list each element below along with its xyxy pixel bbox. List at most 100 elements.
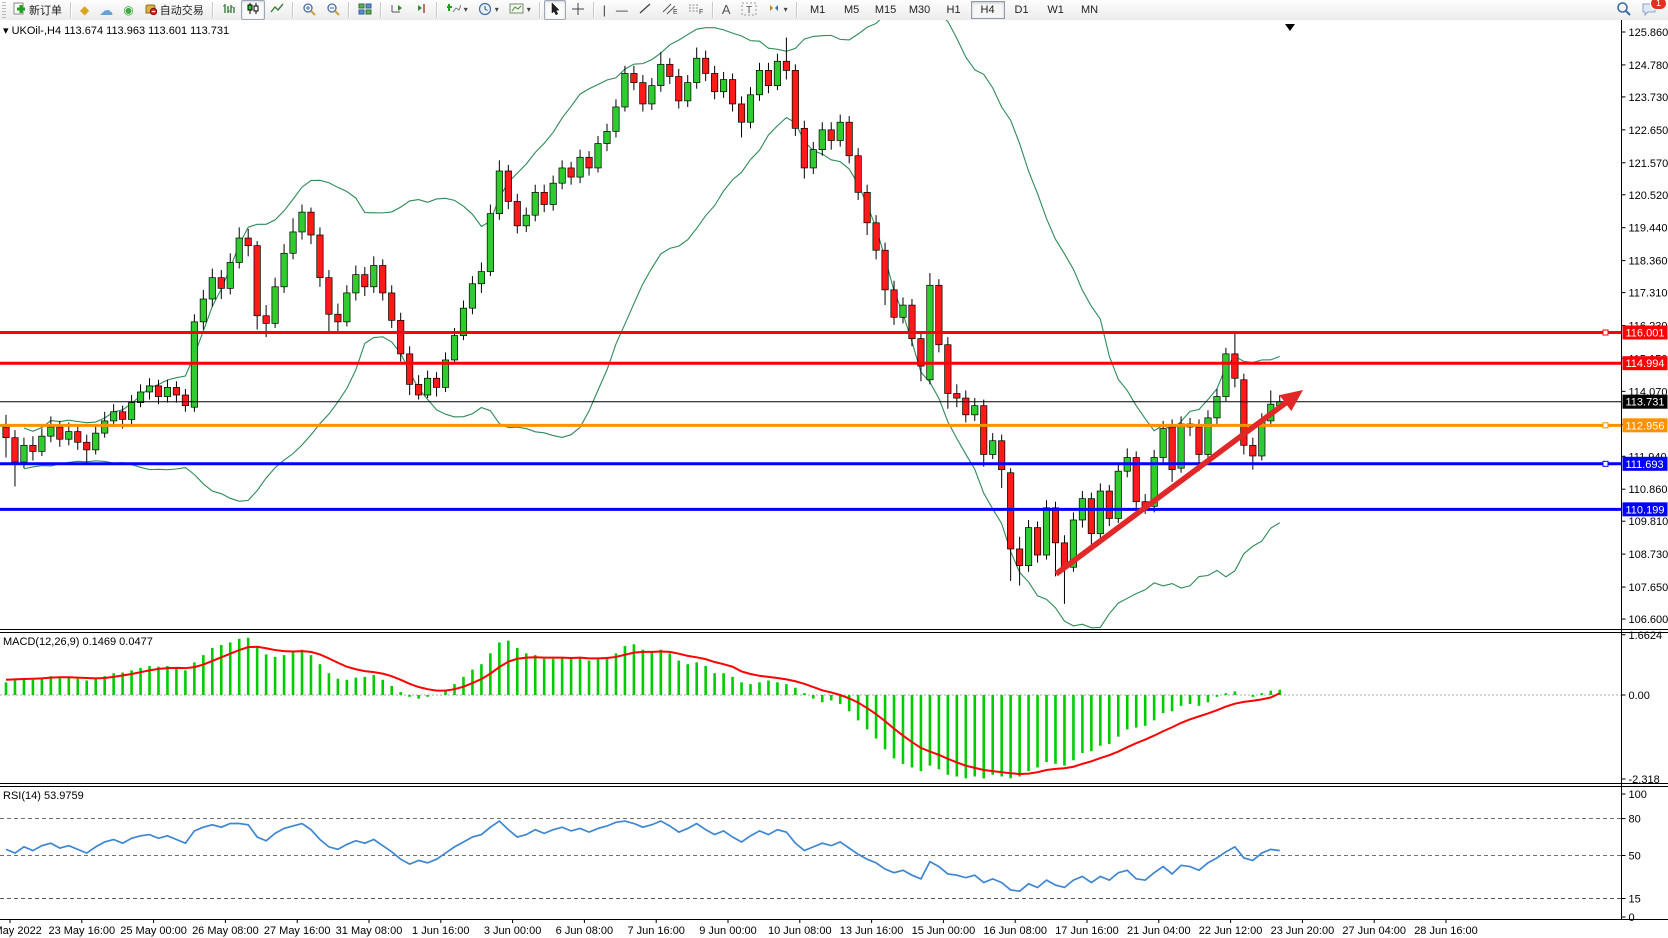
horizontal-line-button[interactable]: — bbox=[611, 0, 633, 20]
bear-candle bbox=[2, 426, 10, 439]
bull-candle bbox=[1042, 507, 1051, 556]
timeframe-button-h4[interactable]: H4 bbox=[970, 1, 1005, 19]
bear-candle bbox=[737, 103, 746, 123]
autotrading-label: 自动交易 bbox=[159, 5, 204, 17]
price-badge-bg bbox=[1622, 356, 1668, 371]
timeframe-button-d1[interactable]: D1 bbox=[1014, 4, 1029, 16]
zoom-out-button[interactable] bbox=[321, 0, 345, 20]
bull-candle bbox=[746, 94, 755, 123]
text-label-button[interactable]: T bbox=[736, 0, 762, 20]
price-badge-label: 112.956 bbox=[1626, 420, 1665, 432]
arrows-icon bbox=[767, 2, 781, 18]
price-badge-bg bbox=[1622, 456, 1668, 471]
timeframe-button-h1[interactable]: H1 bbox=[946, 4, 961, 16]
bear-candle bbox=[666, 63, 674, 77]
bear-candle bbox=[962, 397, 970, 416]
bull-candle bbox=[441, 359, 450, 388]
fibonacci-button[interactable]: F bbox=[683, 0, 709, 20]
bear-candle bbox=[630, 73, 638, 83]
zoom-in-icon bbox=[302, 2, 316, 19]
time-axis[interactable]: 20 May 2022 23 May 16:00 25 May 00:00 26 Ma… bbox=[0, 919, 1478, 937]
price-badge: 110.199 bbox=[1622, 502, 1668, 517]
candlestick-chart-button[interactable] bbox=[240, 0, 265, 20]
signals-button[interactable]: ◉ bbox=[118, 0, 138, 20]
bear-candle bbox=[854, 155, 862, 193]
autotrading-button[interactable]: 自动交易 bbox=[139, 0, 209, 20]
horizontal-line-icon: — bbox=[615, 3, 628, 17]
timeframe-button-m5[interactable]: M5 bbox=[843, 4, 860, 16]
equidistant-channel-button[interactable]: E bbox=[657, 0, 683, 20]
line-handle[interactable] bbox=[1602, 329, 1609, 336]
price-badge-label: 116.001 bbox=[1626, 328, 1665, 340]
chart-shift-button[interactable] bbox=[409, 0, 433, 20]
chart-area[interactable]: ▾ UKOil-,H4 113.674 113.963 113.601 113.… bbox=[0, 20, 1668, 938]
bar-chart-button[interactable] bbox=[217, 0, 241, 20]
price-badge: 113.731 bbox=[1622, 394, 1668, 409]
bull-candle bbox=[128, 402, 136, 420]
bear-candle bbox=[29, 444, 37, 452]
price-tick-label: 124.780 bbox=[1629, 60, 1668, 72]
vertical-line-button[interactable]: | bbox=[598, 0, 611, 20]
timeframe-button-m1[interactable]: M1 bbox=[809, 4, 826, 16]
bollinger-upper-band bbox=[23, 20, 1280, 432]
line-handle[interactable] bbox=[1602, 422, 1609, 429]
zoom-in-button[interactable] bbox=[297, 0, 321, 20]
bull-candle bbox=[20, 444, 28, 463]
separator bbox=[538, 2, 541, 18]
crosshair-button[interactable] bbox=[566, 0, 590, 20]
indicators-button[interactable]: ▾ bbox=[441, 0, 473, 20]
bull-candle bbox=[971, 405, 979, 416]
bull-candle bbox=[773, 60, 781, 86]
rsi-axis-label: 80 bbox=[1629, 814, 1641, 826]
bear-candle bbox=[782, 60, 790, 71]
vertical-line-icon: | bbox=[602, 3, 606, 17]
separator bbox=[70, 2, 72, 18]
text-button[interactable]: A bbox=[717, 0, 736, 20]
bull-candle bbox=[486, 213, 494, 272]
chart-shift-icon bbox=[414, 2, 428, 18]
bear-candle bbox=[845, 121, 853, 157]
bear-candle bbox=[702, 57, 710, 74]
arrows-button[interactable]: ▾ bbox=[762, 0, 793, 20]
price-badge: 114.994 bbox=[1622, 356, 1668, 371]
timeframe-button-m30[interactable]: M30 bbox=[908, 4, 931, 16]
bear-candle bbox=[827, 129, 835, 141]
price-badge: 116.001 bbox=[1622, 325, 1668, 340]
bull-candle bbox=[271, 286, 279, 324]
line-chart-button[interactable] bbox=[265, 0, 289, 20]
equidistant-channel-icon: E bbox=[662, 2, 678, 18]
line-handle[interactable] bbox=[1602, 460, 1609, 467]
price-badge-label: 114.994 bbox=[1626, 358, 1665, 370]
tile-windows-button[interactable] bbox=[353, 0, 377, 20]
timeframe-button-m15[interactable]: M15 bbox=[874, 4, 897, 16]
timeframe-button-mn[interactable]: MN bbox=[1081, 4, 1099, 16]
bear-candle bbox=[379, 265, 387, 294]
templates-button[interactable]: ▾ bbox=[504, 0, 536, 20]
bear-candle bbox=[890, 289, 898, 318]
new-order-button[interactable]: 新订单 bbox=[8, 0, 67, 20]
time-tick-label: 13 Jun 16:00 bbox=[840, 925, 904, 937]
shift-marker-icon[interactable] bbox=[1285, 24, 1295, 31]
periods-button[interactable]: ▾ bbox=[473, 0, 504, 20]
cursor-button[interactable] bbox=[543, 0, 566, 20]
auto-scroll-button[interactable] bbox=[385, 0, 409, 20]
toolbar-grip[interactable] bbox=[2, 2, 6, 18]
bull-candle bbox=[1213, 396, 1221, 419]
notifications-button[interactable]: 1 bbox=[1636, 0, 1667, 20]
time-tick-label: 10 Jun 08:00 bbox=[768, 925, 832, 937]
bear-candle bbox=[433, 377, 441, 388]
timeframe-button-w1[interactable]: W1 bbox=[1047, 4, 1064, 16]
price-badge-bg bbox=[1622, 394, 1668, 409]
bear-candle bbox=[729, 79, 737, 105]
macd-axis-label: 0.00 bbox=[1629, 690, 1650, 702]
metaquotes-button[interactable]: ◆ bbox=[75, 0, 94, 20]
trendline-button[interactable] bbox=[633, 0, 657, 20]
search-button[interactable] bbox=[1611, 0, 1636, 20]
bull-candle bbox=[235, 237, 243, 263]
rsi-line bbox=[5, 819, 1280, 893]
bear-candle bbox=[307, 211, 315, 236]
mql-community-button[interactable]: ☁ bbox=[94, 0, 118, 20]
trend-arrow-annotation[interactable] bbox=[1054, 390, 1303, 577]
bear-candle bbox=[1105, 490, 1113, 519]
bear-candle bbox=[56, 426, 64, 440]
